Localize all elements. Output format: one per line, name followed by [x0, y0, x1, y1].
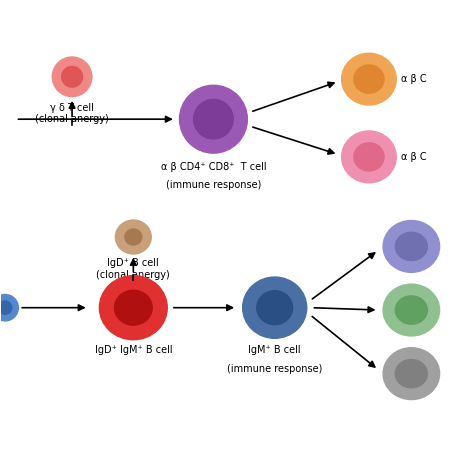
Text: α β C: α β C — [401, 74, 427, 84]
Ellipse shape — [100, 276, 167, 340]
Ellipse shape — [125, 229, 142, 245]
Ellipse shape — [383, 284, 439, 336]
Ellipse shape — [52, 57, 92, 97]
Ellipse shape — [257, 291, 292, 325]
Text: IgM⁺ B cell: IgM⁺ B cell — [248, 346, 301, 356]
Ellipse shape — [342, 53, 396, 105]
Ellipse shape — [395, 359, 428, 388]
Ellipse shape — [395, 232, 428, 261]
Text: γ δ T cell
(clonal anergy): γ δ T cell (clonal anergy) — [35, 103, 109, 124]
Text: IgD⁺ IgM⁺ B cell: IgD⁺ IgM⁺ B cell — [94, 346, 172, 356]
Ellipse shape — [383, 220, 439, 273]
Ellipse shape — [115, 290, 152, 325]
Ellipse shape — [395, 296, 428, 324]
Ellipse shape — [243, 277, 307, 338]
Ellipse shape — [194, 100, 233, 139]
Text: IgD⁺ B cell
(clonal anergy): IgD⁺ B cell (clonal anergy) — [96, 258, 170, 280]
Ellipse shape — [354, 143, 384, 171]
Ellipse shape — [0, 294, 18, 321]
Text: (immune response): (immune response) — [227, 364, 322, 374]
Ellipse shape — [342, 131, 396, 183]
Ellipse shape — [0, 301, 12, 314]
Text: α β CD4⁺ CD8⁺  T cell: α β CD4⁺ CD8⁺ T cell — [161, 162, 266, 172]
Ellipse shape — [62, 66, 82, 87]
Ellipse shape — [383, 348, 439, 400]
Text: (immune response): (immune response) — [166, 181, 261, 191]
Ellipse shape — [180, 85, 247, 153]
Text: α β C: α β C — [401, 152, 427, 162]
Ellipse shape — [354, 65, 384, 93]
Ellipse shape — [116, 220, 151, 254]
